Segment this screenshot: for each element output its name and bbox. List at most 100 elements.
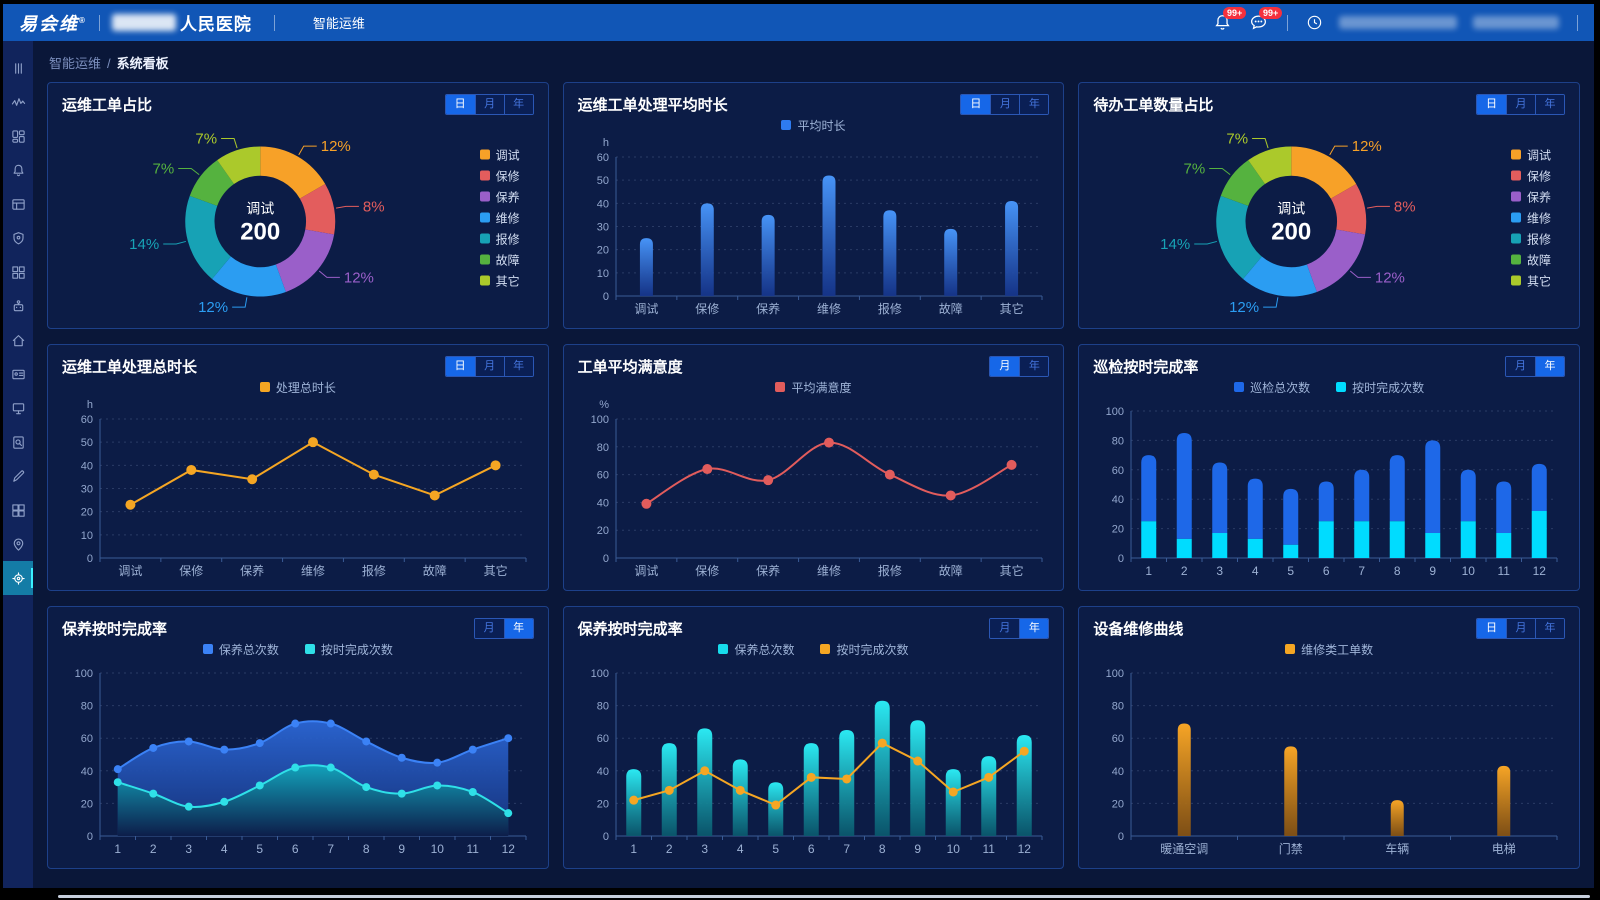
legend-item[interactable]: 平均满意度 [775,379,852,396]
legend-item[interactable]: 其它 [1510,272,1551,289]
period-tab[interactable]: 月 [474,94,504,114]
period-tab[interactable]: 日 [445,94,475,114]
robot-icon [13,299,23,311]
sidebar-item-apps[interactable] [3,255,33,289]
period-tab[interactable]: 年 [1534,618,1564,638]
svg-text:12%: 12% [344,269,374,286]
legend-item[interactable]: 保养 [1510,188,1551,205]
period-tabs: 月年 [473,617,534,639]
breadcrumb: 智能运维 / 系统看板 [49,56,169,71]
sidebar-item-dashboard[interactable] [3,119,33,153]
svg-text:其它: 其它 [484,563,508,578]
legend-item[interactable]: 其它 [479,272,520,289]
period-tab[interactable]: 日 [1476,94,1506,114]
legend-item[interactable]: 平均时长 [781,117,846,134]
svg-text:调试: 调试 [246,201,274,217]
horizontal-scrollbar[interactable] [58,895,1590,898]
messages-button[interactable]: 99+ [1249,6,1283,33]
svg-text:20: 20 [596,798,608,810]
svg-text:报修: 报修 [878,563,902,578]
svg-text:故障: 故障 [938,563,962,578]
period-tab[interactable]: 月 [474,356,504,376]
legend-item[interactable]: 保养总次数 [718,641,794,658]
svg-text:200: 200 [240,219,280,246]
period-tab[interactable]: 年 [503,356,533,376]
legend-item[interactable]: 调试 [1510,146,1551,163]
legend-item[interactable]: 维修 [479,209,520,226]
legend-item[interactable]: 按时完成次数 [820,641,909,658]
legend-swatch [479,191,490,202]
legend-item[interactable]: 故障 [1510,251,1551,268]
breadcrumb-section[interactable]: 智能运维 [49,56,102,71]
period-tab[interactable]: 年 [1019,94,1049,114]
messages-badge: 99+ [1259,6,1283,19]
sidebar-item-shield[interactable] [3,221,33,255]
period-tab[interactable]: 月 [474,618,504,638]
sidebar-item-id-card[interactable] [3,357,33,391]
legend-item[interactable]: 故障 [479,251,520,268]
sidebar-item-bell[interactable] [3,153,33,187]
period-tab[interactable]: 日 [1476,618,1506,638]
sidebar-item-monitor[interactable] [3,391,33,425]
sidebar-item-gear[interactable] [3,561,33,595]
legend-item[interactable]: 按时完成次数 [304,641,393,658]
legend-swatch [479,149,490,160]
legend-item[interactable]: 报修 [479,230,520,247]
legend-item[interactable]: 调试 [479,146,520,163]
chart-legend: 平均时长 [578,115,1050,135]
sidebar-item-grid[interactable] [3,493,33,527]
period-tab[interactable]: 月 [1505,356,1535,376]
legend-item[interactable]: 保修 [479,167,520,184]
period-tab[interactable]: 年 [1534,94,1564,114]
sidebar-item-location[interactable] [3,527,33,561]
sidebar-item-activity[interactable] [3,85,33,119]
legend-item[interactable]: 保修 [1510,167,1551,184]
legend-item[interactable]: 处理总时长 [259,379,336,396]
period-tab[interactable]: 年 [503,94,533,114]
topbar-right: 99+ 99+ [1213,6,1578,33]
period-tab[interactable]: 日 [445,356,475,376]
legend-item[interactable]: 维修 [1510,209,1551,226]
svg-text:0: 0 [603,831,609,843]
period-tab[interactable]: 月 [990,94,1020,114]
sidebar-item-menu[interactable] [3,51,33,85]
legend-item[interactable]: 巡检总次数 [1234,379,1310,396]
svg-text:保修: 保修 [695,563,719,578]
period-tab[interactable]: 年 [1019,618,1049,638]
svg-text:20: 20 [1112,524,1124,536]
period-tab[interactable]: 年 [1534,356,1564,376]
legend-swatch [775,382,786,392]
legend-item[interactable]: 报修 [1510,230,1551,247]
legend-item[interactable]: 保养 [479,188,520,205]
svg-text:11: 11 [467,842,480,856]
period-tab[interactable]: 年 [1019,356,1049,376]
period-tab[interactable]: 日 [961,94,991,114]
brand-logo: 易会维® [19,13,87,34]
legend-label: 巡检总次数 [1250,380,1311,395]
svg-text:40: 40 [596,497,608,509]
sidebar-item-table[interactable] [3,187,33,221]
legend-item[interactable]: 按时完成次数 [1336,379,1424,396]
sidebar-item-home[interactable] [3,323,33,357]
chart-legend: 处理总时长 [62,377,534,397]
legend-swatch [1285,644,1296,654]
period-tab[interactable]: 月 [990,356,1020,376]
svg-text:10: 10 [81,530,93,542]
notifications-button[interactable]: 99+ [1213,6,1247,33]
area-chart: 0 20 40 60 80 100 1 2 3 4 5 6 7 8 9 10 11 12 [62,659,534,860]
sidebar-item-robot[interactable] [3,289,33,323]
period-tab[interactable]: 月 [990,618,1020,638]
panel-title: 工单平均满意度 [577,358,683,376]
legend-item[interactable]: 保养总次数 [202,641,279,658]
legend-swatch [1510,170,1521,181]
donut-legend: 调试保修保养维修报修故障其它 [1510,142,1551,293]
period-tabs: 日月年 [960,93,1050,115]
sidebar-item-doc-search[interactable] [3,425,33,459]
sidebar-item-pen[interactable] [3,459,33,493]
legend-item[interactable]: 维修类工单数 [1285,641,1373,658]
svg-text:8: 8 [363,842,370,856]
svg-text:40: 40 [1112,766,1124,778]
period-tab[interactable]: 月 [1505,618,1535,638]
period-tab[interactable]: 年 [503,618,533,638]
period-tab[interactable]: 月 [1505,94,1535,114]
